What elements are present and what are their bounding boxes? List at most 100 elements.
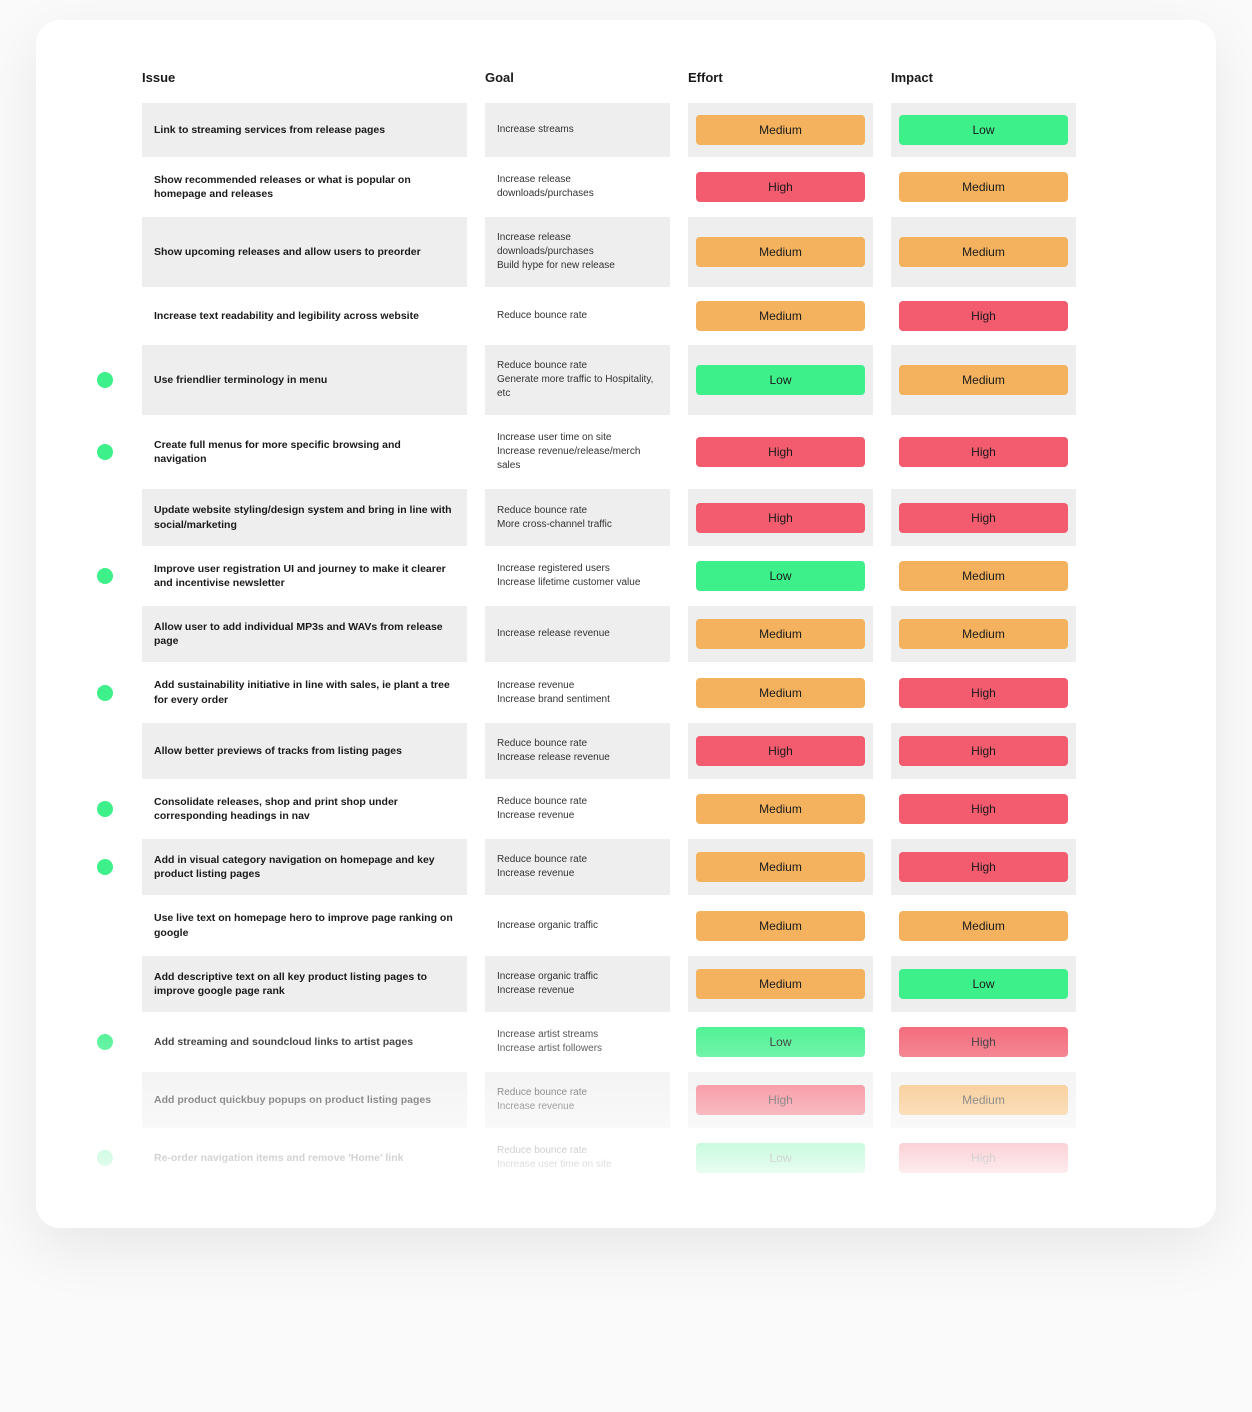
effort-cell: Medium	[688, 897, 873, 953]
goal-cell: Increase registered users Increase lifet…	[485, 548, 670, 604]
row-marker	[86, 1014, 124, 1070]
effort-cell: Low	[688, 345, 873, 415]
marker-dot-icon	[97, 1034, 113, 1050]
row-marker	[86, 781, 124, 837]
effort-cell: High	[688, 489, 873, 545]
impact-badge: High	[899, 794, 1068, 824]
impact-cell: High	[891, 1130, 1076, 1186]
effort-badge: Medium	[696, 794, 865, 824]
row-marker	[86, 548, 124, 604]
header-spacer	[86, 70, 124, 103]
impact-badge: High	[899, 301, 1068, 331]
effort-cell: High	[688, 723, 873, 779]
impact-badge: Medium	[899, 911, 1068, 941]
goal-cell: Reduce bounce rate	[485, 289, 670, 343]
effort-badge: High	[696, 437, 865, 467]
row-marker	[86, 217, 124, 287]
goal-cell: Increase user time on site Increase reve…	[485, 417, 670, 487]
effort-badge: Low	[696, 365, 865, 395]
issue-cell: Link to streaming services from release …	[142, 103, 467, 157]
goal-cell: Increase release downloads/purchases Bui…	[485, 217, 670, 287]
goal-cell: Reduce bounce rate Increase user time on…	[485, 1130, 670, 1186]
impact-badge: Medium	[899, 172, 1068, 202]
goal-cell: Increase release downloads/purchases	[485, 159, 670, 215]
effort-badge: Medium	[696, 911, 865, 941]
row-marker	[86, 159, 124, 215]
effort-cell: Medium	[688, 289, 873, 343]
row-separator	[86, 1186, 1076, 1188]
goal-cell: Reduce bounce rate Increase revenue	[485, 1072, 670, 1128]
row-marker	[86, 606, 124, 662]
goal-cell: Increase artist streams Increase artist …	[485, 1014, 670, 1070]
impact-badge: High	[899, 852, 1068, 882]
impact-cell: High	[891, 1014, 1076, 1070]
effort-badge: Medium	[696, 115, 865, 145]
impact-badge: Medium	[899, 365, 1068, 395]
impact-badge: High	[899, 1027, 1068, 1057]
row-marker	[86, 289, 124, 343]
effort-badge: Low	[696, 561, 865, 591]
issue-cell: Consolidate releases, shop and print sho…	[142, 781, 467, 837]
impact-cell: Low	[891, 956, 1076, 1012]
row-marker	[86, 417, 124, 487]
marker-dot-icon	[97, 859, 113, 875]
issue-cell: Show upcoming releases and allow users t…	[142, 217, 467, 287]
effort-cell: Medium	[688, 606, 873, 662]
impact-badge: High	[899, 437, 1068, 467]
impact-cell: Low	[891, 103, 1076, 157]
impact-badge: High	[899, 736, 1068, 766]
impact-badge: Low	[899, 115, 1068, 145]
impact-badge: High	[899, 678, 1068, 708]
goal-cell: Increase release revenue	[485, 606, 670, 662]
row-marker	[86, 103, 124, 157]
impact-cell: Medium	[891, 548, 1076, 604]
effort-badge: High	[696, 503, 865, 533]
issue-cell: Re-order navigation items and remove 'Ho…	[142, 1130, 467, 1186]
marker-dot-icon	[97, 1150, 113, 1166]
impact-badge: Medium	[899, 1085, 1068, 1115]
issue-cell: Add product quickbuy popups on product l…	[142, 1072, 467, 1128]
row-marker	[86, 1072, 124, 1128]
row-marker	[86, 489, 124, 545]
priority-grid: Issue Goal Effort Impact Link to streami…	[86, 70, 1166, 1188]
marker-dot-icon	[97, 444, 113, 460]
effort-badge: Medium	[696, 301, 865, 331]
impact-cell: High	[891, 417, 1076, 487]
row-marker	[86, 956, 124, 1012]
goal-cell: Reduce bounce rate More cross-channel tr…	[485, 489, 670, 545]
row-marker	[86, 664, 124, 720]
impact-cell: Medium	[891, 606, 1076, 662]
marker-dot-icon	[97, 568, 113, 584]
effort-cell: Low	[688, 548, 873, 604]
issue-cell: Use live text on homepage hero to improv…	[142, 897, 467, 953]
marker-dot-icon	[97, 801, 113, 817]
marker-dot-icon	[97, 372, 113, 388]
issue-cell: Add in visual category navigation on hom…	[142, 839, 467, 895]
impact-cell: High	[891, 781, 1076, 837]
issue-cell: Allow better previews of tracks from lis…	[142, 723, 467, 779]
effort-badge: Medium	[696, 678, 865, 708]
effort-badge: High	[696, 172, 865, 202]
impact-badge: Medium	[899, 237, 1068, 267]
issue-cell: Allow user to add individual MP3s and WA…	[142, 606, 467, 662]
goal-cell: Reduce bounce rate Increase release reve…	[485, 723, 670, 779]
effort-cell: Medium	[688, 664, 873, 720]
impact-cell: Medium	[891, 217, 1076, 287]
issue-cell: Improve user registration UI and journey…	[142, 548, 467, 604]
impact-cell: High	[891, 839, 1076, 895]
issue-cell: Update website styling/design system and…	[142, 489, 467, 545]
impact-badge: High	[899, 503, 1068, 533]
goal-cell: Reduce bounce rate Generate more traffic…	[485, 345, 670, 415]
effort-cell: High	[688, 159, 873, 215]
effort-cell: Medium	[688, 103, 873, 157]
goal-cell: Reduce bounce rate Increase revenue	[485, 839, 670, 895]
effort-badge: Medium	[696, 969, 865, 999]
impact-badge: Medium	[899, 619, 1068, 649]
row-marker	[86, 839, 124, 895]
impact-badge: Medium	[899, 561, 1068, 591]
effort-cell: Low	[688, 1130, 873, 1186]
effort-cell: Low	[688, 1014, 873, 1070]
goal-cell: Increase organic traffic	[485, 897, 670, 953]
effort-badge: High	[696, 1085, 865, 1115]
effort-cell: Medium	[688, 217, 873, 287]
